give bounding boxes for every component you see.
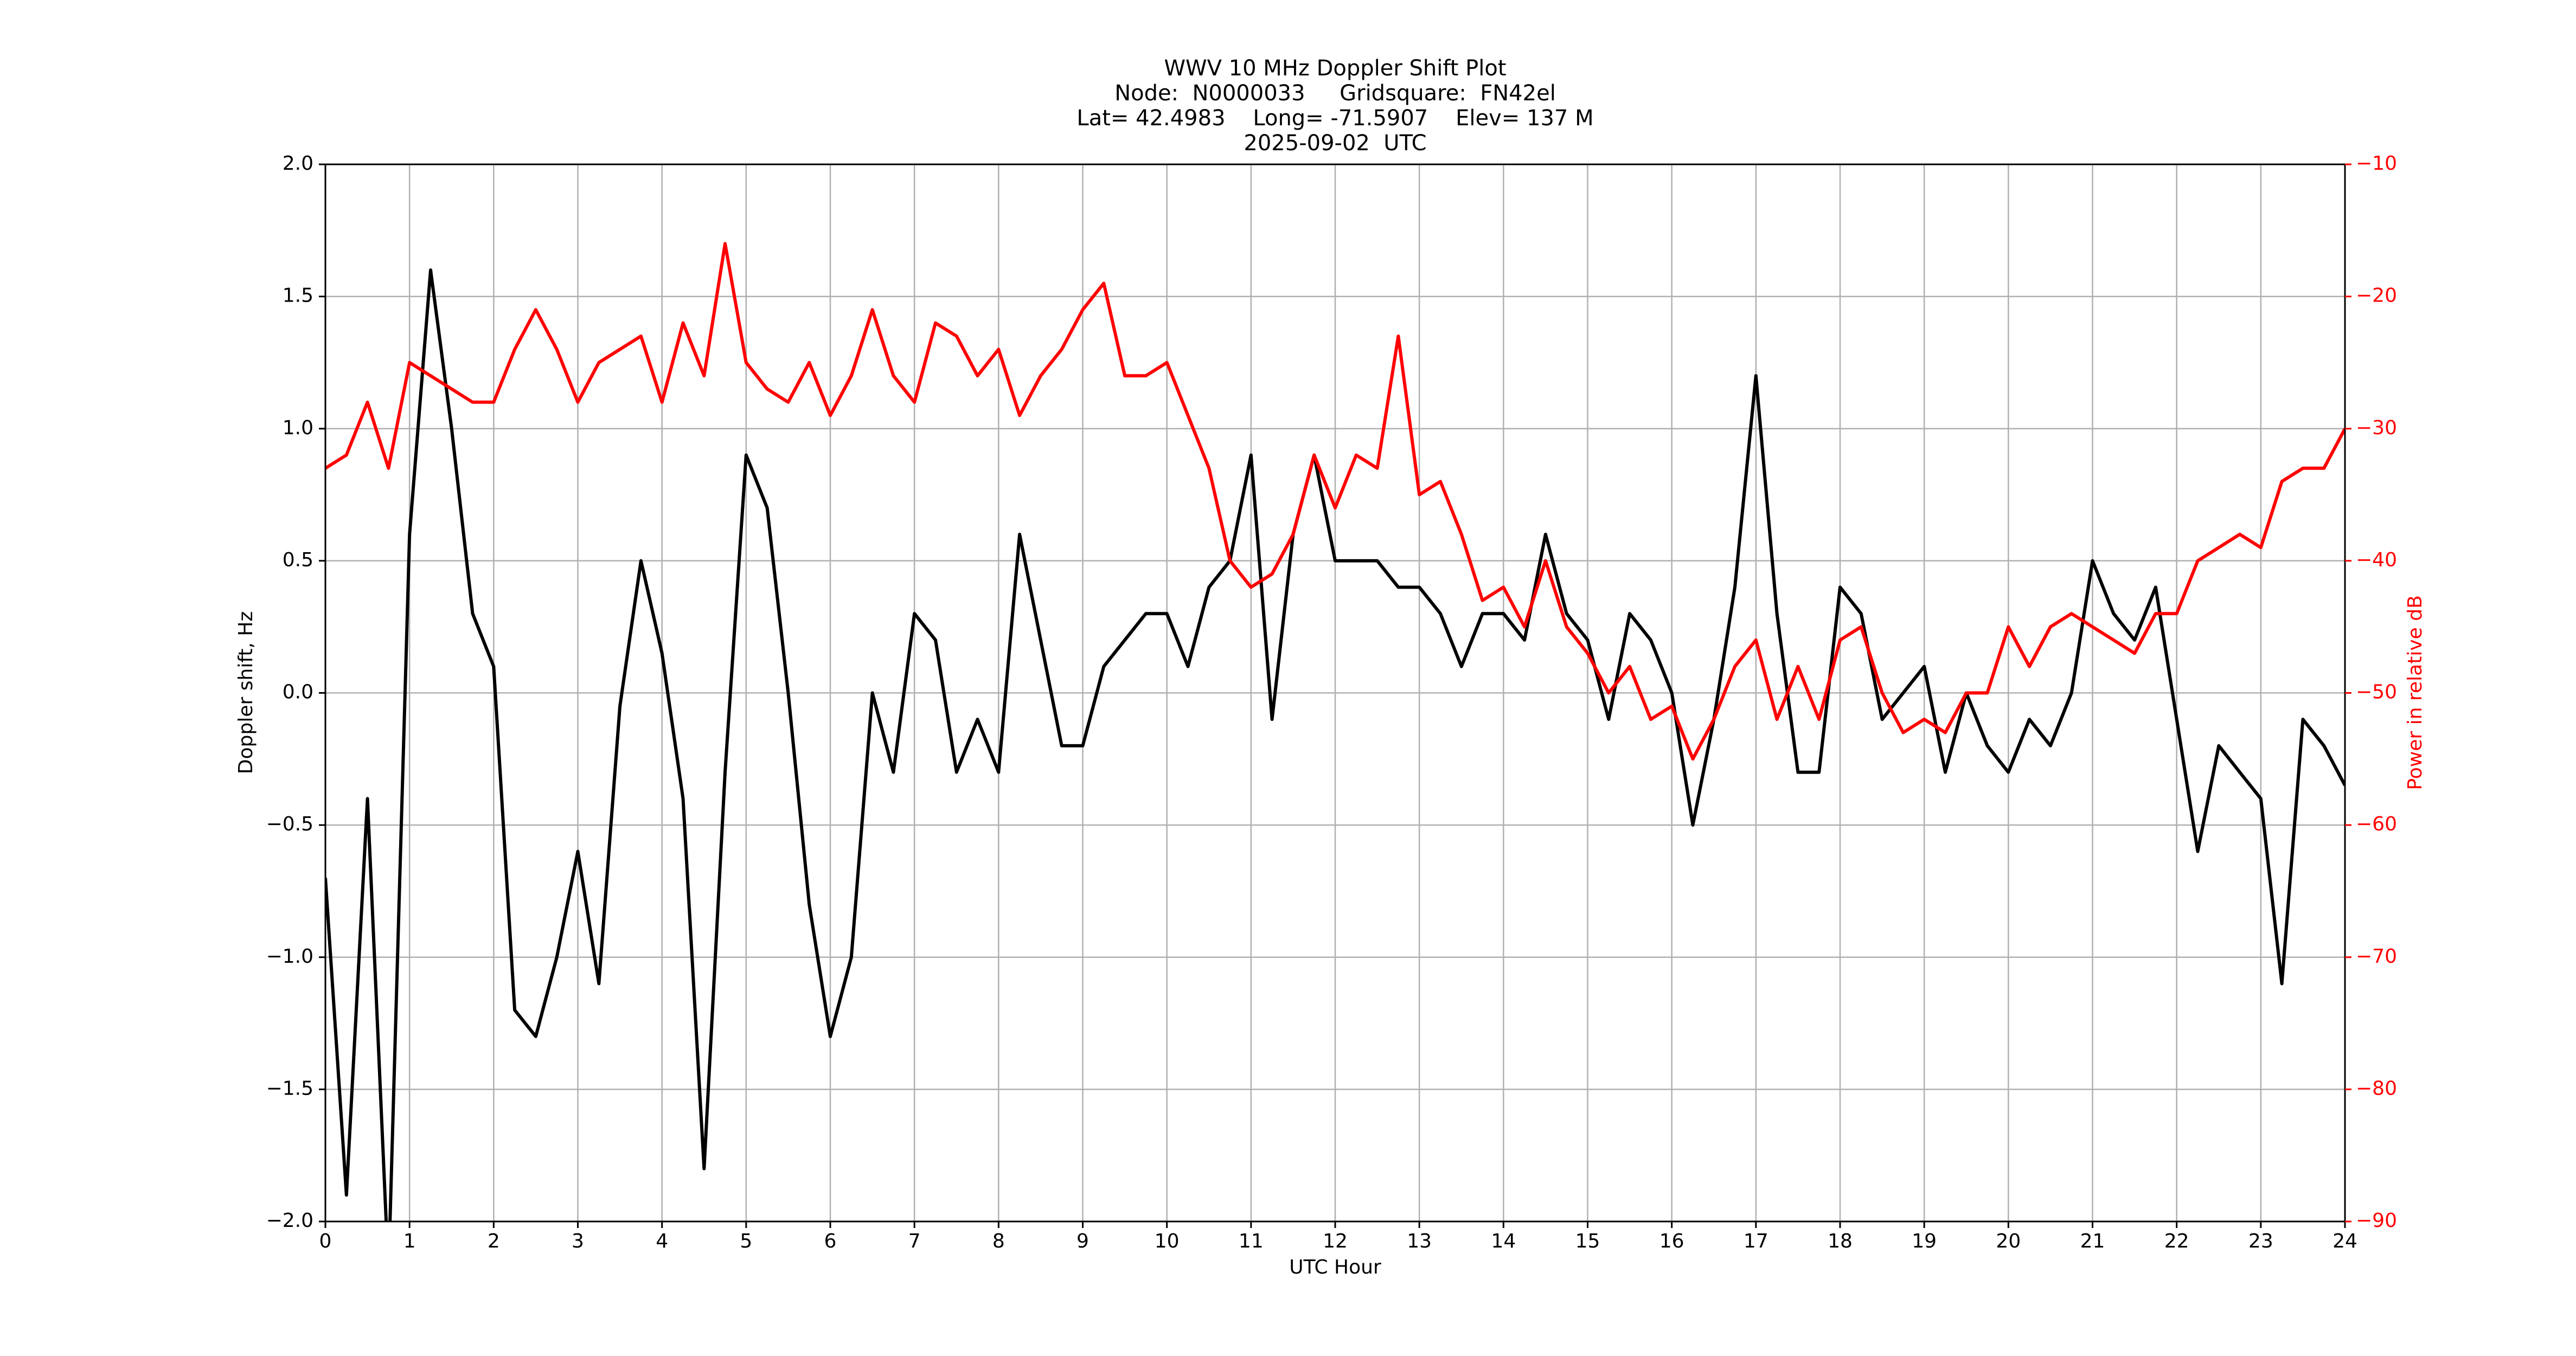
x-tick-label: 22 — [2164, 1230, 2189, 1252]
x-tick-label: 13 — [1407, 1230, 1432, 1252]
series-line — [325, 242, 2345, 761]
y-tick-label: −0.5 — [266, 813, 313, 835]
x-tick-label: 18 — [1828, 1230, 1853, 1252]
y-tick-label: 0.0 — [283, 681, 313, 703]
x-tick-label: 2 — [488, 1230, 500, 1252]
x-tick-label: 9 — [1076, 1230, 1089, 1252]
y-tick-label: −1.5 — [266, 1077, 313, 1099]
x-tick-label: 23 — [2248, 1230, 2273, 1252]
chart-title: Lat= 42.4983 Long= -71.5907 Elev= 137 M — [1076, 106, 1593, 131]
x-tick-label: 0 — [319, 1230, 332, 1252]
y2-tick-label: −80 — [2356, 1077, 2397, 1099]
y2-tick-label: −40 — [2356, 549, 2397, 571]
y-axis-label: Doppler shift, Hz — [235, 611, 257, 774]
y2-tick-label: −60 — [2356, 813, 2397, 835]
x-tick-label: 19 — [1912, 1230, 1937, 1252]
x-tick-label: 3 — [572, 1230, 584, 1252]
chart-title: Node: N0000033 Gridsquare: FN42el — [1114, 81, 1556, 106]
x-tick-label: 12 — [1323, 1230, 1348, 1252]
y-tick-label: 0.5 — [283, 549, 313, 571]
x-tick-label: 6 — [824, 1230, 837, 1252]
x-tick-label: 11 — [1239, 1230, 1264, 1252]
x-tick-label: 17 — [1744, 1230, 1768, 1252]
y2-tick-label: −10 — [2356, 152, 2397, 175]
x-tick-label: 15 — [1575, 1230, 1600, 1252]
y2-tick-label: −90 — [2356, 1210, 2397, 1232]
x-tick-label: 8 — [992, 1230, 1005, 1252]
y-tick-label: 1.0 — [283, 417, 313, 439]
y-tick-label: −2.0 — [266, 1210, 313, 1232]
x-tick-label: 5 — [740, 1230, 752, 1252]
x-tick-label: 14 — [1491, 1230, 1516, 1252]
y2-axis-label: Power in relative dB — [2404, 595, 2426, 790]
x-tick-label: 21 — [2080, 1230, 2105, 1252]
x-tick-label: 20 — [1996, 1230, 2021, 1252]
x-tick-label: 1 — [403, 1230, 416, 1252]
chart-title: WWV 10 MHz Doppler Shift Plot — [1164, 56, 1506, 81]
y2-tick-label: −30 — [2356, 417, 2397, 439]
y2-tick-label: −50 — [2356, 681, 2397, 703]
y2-tick-label: −70 — [2356, 945, 2397, 968]
series-line — [325, 268, 2345, 1221]
chart-title: 2025-09-02 UTC — [1244, 131, 1426, 156]
x-tick-label: 7 — [908, 1230, 921, 1252]
y-tick-label: 2.0 — [283, 152, 313, 175]
x-tick-label: 24 — [2333, 1230, 2357, 1252]
x-tick-label: 4 — [656, 1230, 668, 1252]
y-tick-label: −1.0 — [266, 945, 313, 968]
y-tick-label: 1.5 — [283, 285, 313, 307]
plot-area — [325, 242, 2345, 1221]
x-axis-label: UTC Hour — [1289, 1256, 1381, 1278]
x-tick-label: 10 — [1155, 1230, 1180, 1252]
x-tick-label: 16 — [1659, 1230, 1684, 1252]
y2-tick-label: −20 — [2356, 285, 2397, 307]
